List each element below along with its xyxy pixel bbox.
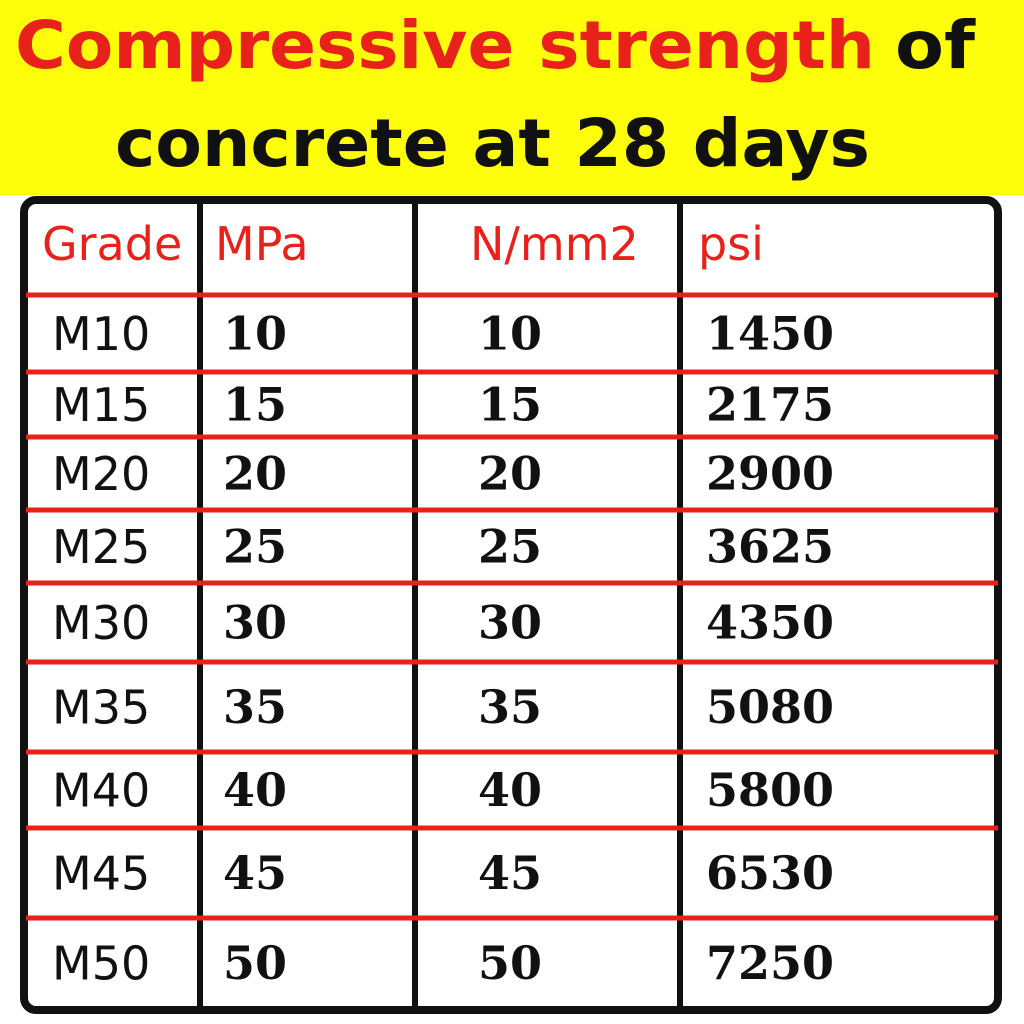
value-cell: 30 [478, 596, 542, 650]
column-header: Grade [42, 217, 182, 271]
value-cell: 3625 [706, 520, 834, 574]
value-cell: 5800 [706, 763, 834, 817]
value-cell: 2175 [706, 378, 834, 432]
column-header: MPa [215, 217, 309, 271]
value-cell: 25 [478, 520, 542, 574]
value-cell: 20 [223, 447, 287, 501]
value-cell: 50 [478, 936, 542, 990]
grade-cell: M30 [52, 596, 150, 650]
title-black: of [895, 7, 976, 84]
title-line2: concrete at 28 days [115, 105, 870, 182]
value-cell: 40 [223, 763, 287, 817]
column-header: psi [698, 217, 764, 271]
value-cell: 2900 [706, 447, 834, 501]
grade-cell: M10 [52, 307, 150, 361]
grade-cell: M45 [52, 847, 150, 901]
value-cell: 10 [478, 307, 542, 361]
table-border [20, 196, 1002, 1014]
grade-cell: M15 [52, 378, 150, 432]
value-cell: 5080 [706, 680, 834, 734]
grade-cell: M40 [52, 764, 150, 818]
value-cell: 45 [478, 846, 542, 900]
value-cell: 40 [478, 763, 542, 817]
value-cell: 20 [478, 447, 542, 501]
value-cell: 15 [478, 378, 542, 432]
value-cell: 15 [223, 378, 287, 432]
value-cell: 4350 [706, 596, 834, 650]
value-cell: 30 [223, 596, 287, 650]
grid [197, 204, 683, 1006]
value-cell: 25 [223, 520, 287, 574]
title-red: Compressive strength [15, 7, 875, 84]
grade-cell: M25 [52, 520, 150, 574]
column-header: N/mm2 [470, 217, 639, 271]
value-cell: 7250 [706, 936, 834, 990]
grade-cell: M50 [52, 937, 150, 991]
title-band [0, 0, 1024, 195]
value-cell: 50 [223, 936, 287, 990]
grade-cell: M20 [52, 447, 150, 501]
value-cell: 35 [478, 680, 542, 734]
grade-cell: M35 [52, 681, 150, 735]
value-cell: 10 [223, 307, 287, 361]
value-cell: 35 [223, 680, 287, 734]
value-cell: 1450 [706, 307, 834, 361]
value-cell: 45 [223, 846, 287, 900]
value-cell: 6530 [706, 846, 834, 900]
